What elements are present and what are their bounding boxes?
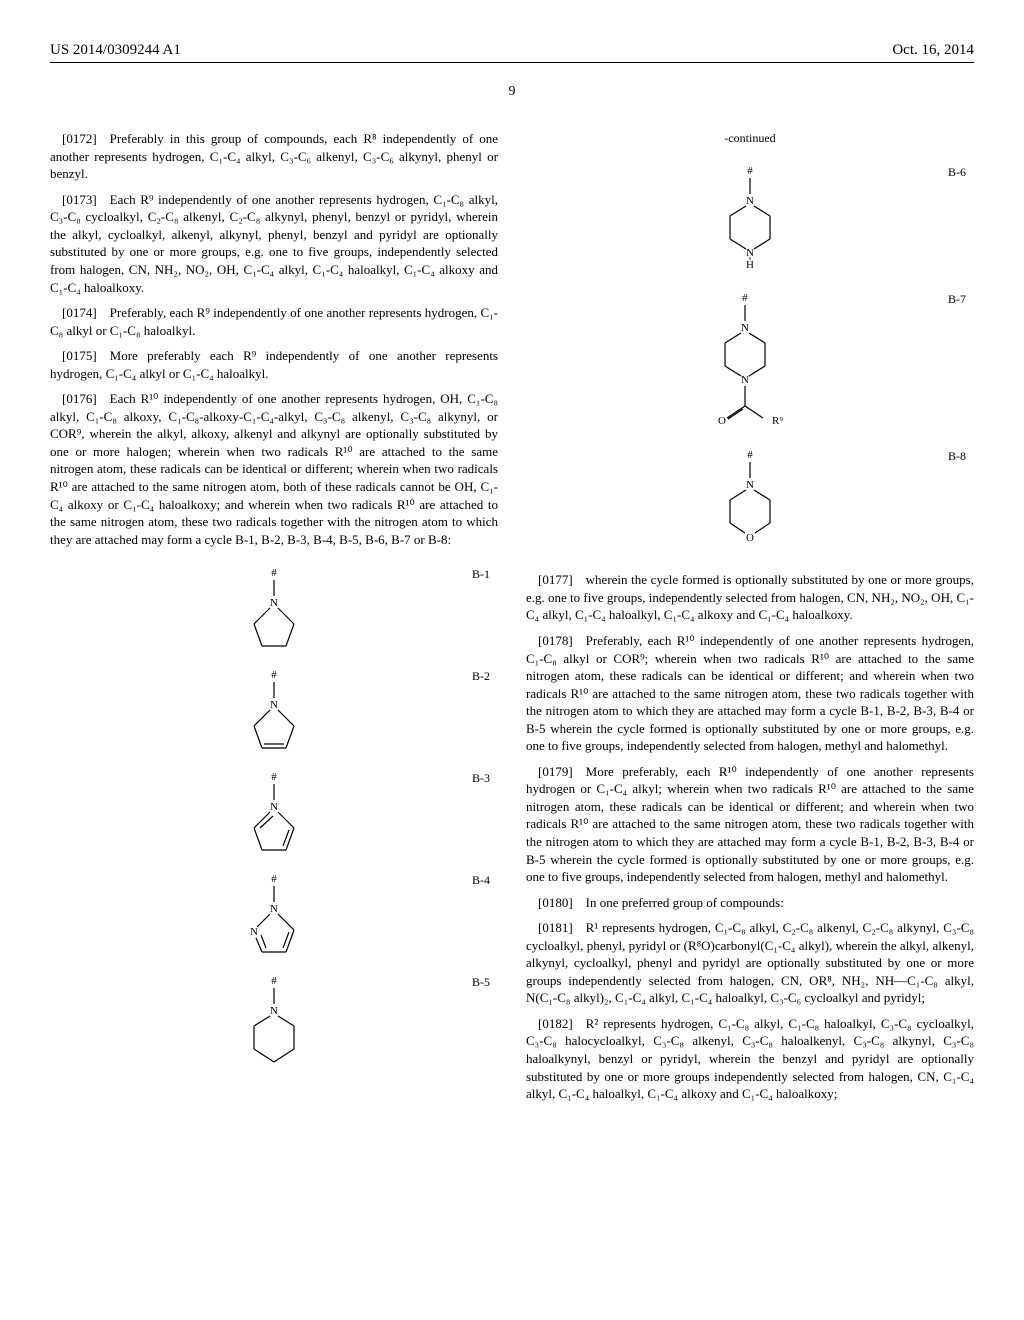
svg-text:#: # [271,669,277,681]
patent-date: Oct. 16, 2014 [892,40,974,60]
structure-b8: B-8 # N O [526,448,974,553]
two-column-layout: [0172] Preferably in this group of compo… [50,130,974,1111]
svg-text:N: N [741,322,749,334]
para-0181: [0181] R¹ represents hydrogen, C₁-C₈ alk… [526,919,974,1007]
structures-right: B-6 # N N H B-7 # N [526,164,974,553]
structure-b6: B-6 # N N H [526,164,974,279]
svg-text:#: # [271,567,277,579]
continued-label: -continued [526,130,974,146]
svg-text:#: # [271,975,277,987]
svg-b5: # N [224,974,324,1074]
svg-text:N: N [270,801,278,813]
svg-b7: # N N O R⁹ [685,291,815,436]
para-0175: [0175] More preferably each R⁹ independe… [50,347,498,382]
svg-text:N: N [741,374,749,386]
structure-b5: B-5 # N [50,974,498,1074]
label-b3: B-3 [472,770,490,786]
svg-text:#: # [271,873,277,885]
label-b1: B-1 [472,566,490,582]
svg-text:#: # [742,292,748,304]
label-b4: B-4 [472,872,490,888]
para-0179: [0179] More preferably, each R¹⁰ indepen… [526,763,974,886]
svg-text:N: N [270,699,278,711]
header-rule [50,62,974,63]
structure-b2: B-2 # N [50,668,498,758]
structure-b3: B-3 # N [50,770,498,860]
page-number: 9 [50,83,974,102]
svg-b6: # N N H [695,164,805,279]
label-b7: B-7 [948,291,966,307]
svg-text:#: # [271,771,277,783]
svg-b3: # N [224,770,324,860]
para-0177: [0177] wherein the cycle formed is optio… [526,571,974,624]
para-0178: [0178] Preferably, each R¹⁰ independentl… [526,632,974,755]
svg-text:N: N [746,195,754,207]
svg-text:O: O [718,415,726,427]
para-0172: [0172] Preferably in this group of compo… [50,130,498,183]
svg-text:N: N [746,479,754,491]
para-0174: [0174] Preferably, each R⁹ independently… [50,304,498,339]
structures-left: B-1 # N B-2 # N [50,566,498,1074]
label-b8: B-8 [948,448,966,464]
left-column: [0172] Preferably in this group of compo… [50,130,498,1111]
para-0182: [0182] R² represents hydrogen, C₁-C₈ alk… [526,1015,974,1103]
svg-text:H: H [746,259,754,271]
structure-b7: B-7 # N N O R⁹ [526,291,974,436]
label-b6: B-6 [948,164,966,180]
svg-b4: # N N [224,872,324,962]
svg-text:N: N [270,597,278,609]
para-0176: [0176] Each R¹⁰ independently of one ano… [50,390,498,548]
svg-text:O: O [746,532,754,544]
svg-text:N: N [270,903,278,915]
structure-b4: B-4 # N N [50,872,498,962]
page-header: US 2014/0309244 A1 Oct. 16, 2014 [50,40,974,60]
para-0173: [0173] Each R⁹ independently of one anot… [50,191,498,296]
patent-number: US 2014/0309244 A1 [50,40,181,60]
svg-text:#: # [747,449,753,461]
svg-b8: # N O [695,448,805,553]
svg-text:#: # [747,165,753,177]
svg-text:N: N [270,1005,278,1017]
right-column: -continued B-6 # N N H B-7 [526,130,974,1111]
label-b2: B-2 [472,668,490,684]
para-0180: [0180] In one preferred group of compoun… [526,894,974,912]
svg-text:N: N [250,926,258,938]
label-b5: B-5 [472,974,490,990]
svg-b2: # N [224,668,324,758]
structure-b1: B-1 # N [50,566,498,656]
svg-b1: # N [224,566,324,656]
svg-text:R⁹: R⁹ [772,415,783,427]
